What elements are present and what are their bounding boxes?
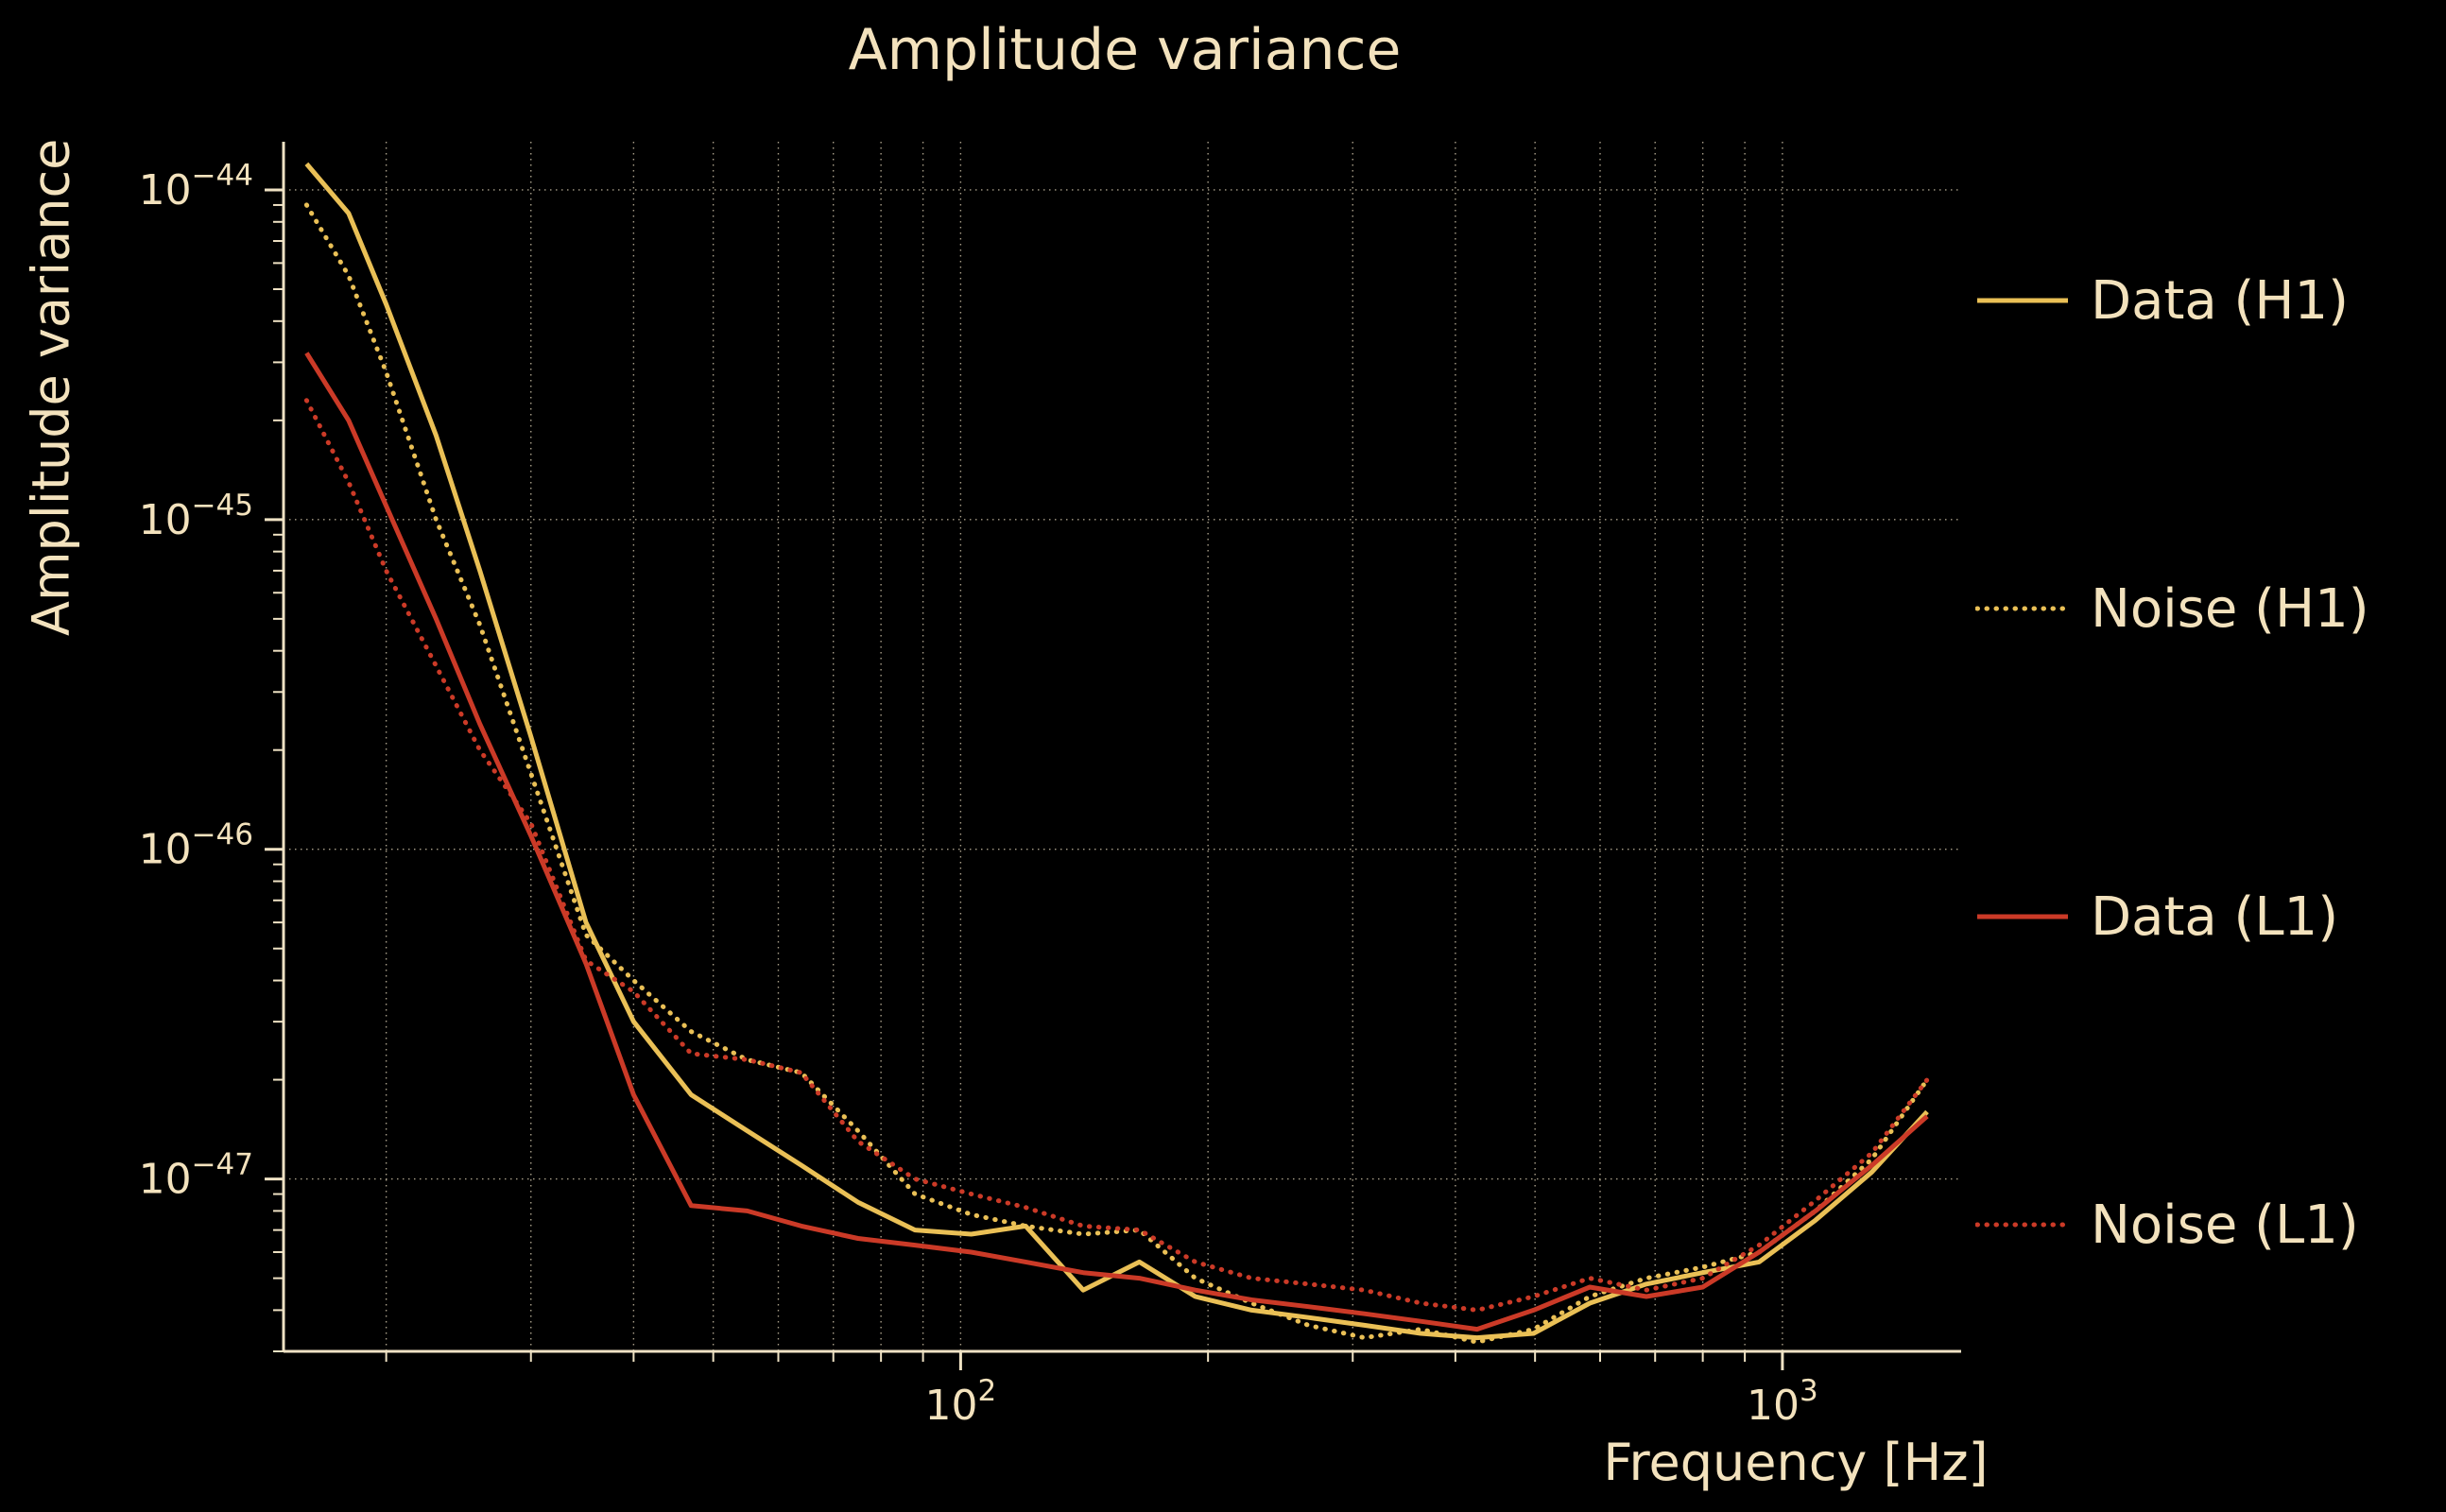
x-axis-label: Frequency [Hz] — [1603, 1433, 1989, 1492]
legend-item: Data (L1) — [1975, 884, 2338, 950]
legend-label: Noise (H1) — [2091, 577, 2369, 640]
chart-title: Amplitude variance — [848, 17, 1402, 83]
y-tick-label: 10−46 — [139, 818, 253, 874]
legend-line-sample — [1977, 298, 2068, 303]
y-tick-label: 10−45 — [139, 489, 253, 544]
legend-item: Noise (L1) — [1975, 1192, 2359, 1258]
legend-label: Data (H1) — [2091, 269, 2349, 332]
legend-line-sample — [1975, 1222, 2070, 1228]
x-tick-label: 102 — [925, 1374, 997, 1430]
y-axis-label: Amplitude variance — [21, 138, 81, 637]
series-line-data-l1 — [304, 352, 1929, 1332]
legend-label: Data (L1) — [2091, 885, 2339, 948]
legend-item: Data (H1) — [1975, 267, 2349, 334]
legend-item: Noise (H1) — [1975, 576, 2369, 642]
legend-line-sample — [1977, 914, 2068, 919]
y-tick-label: 10−44 — [139, 159, 253, 215]
y-tick-label: 10−47 — [139, 1148, 253, 1204]
series-line-noise-l1 — [303, 398, 1930, 1313]
series-line-data-h1 — [304, 162, 1929, 1341]
legend-label: Noise (L1) — [2091, 1194, 2359, 1256]
series-line-noise-h1 — [303, 202, 1930, 1345]
legend-line-sample — [1975, 606, 2070, 611]
x-tick-label: 103 — [1747, 1374, 1818, 1430]
legend: Data (H1) Noise (H1) Data (L1) Noise (L1) — [1975, 0, 2446, 1512]
